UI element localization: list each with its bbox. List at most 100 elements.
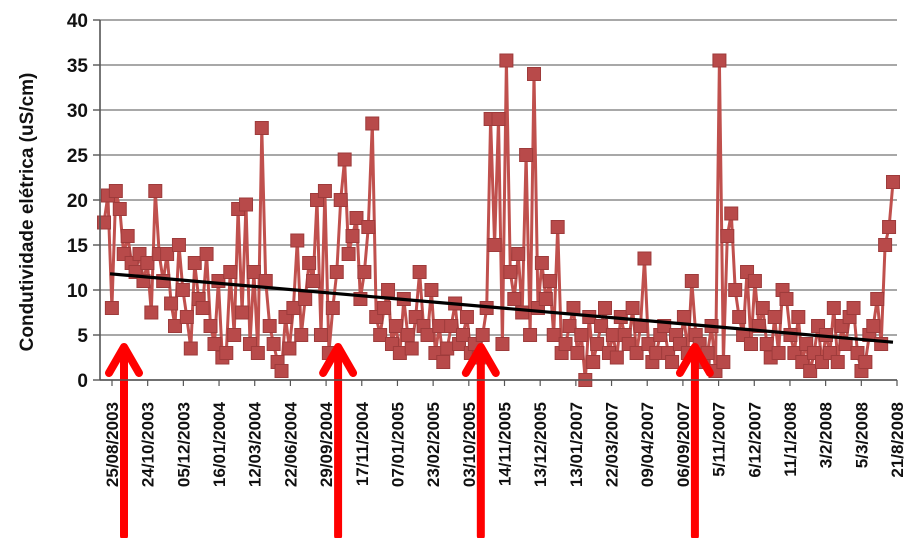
red-arrow-head <box>105 343 143 377</box>
data-point <box>629 346 644 360</box>
data-point <box>511 247 526 261</box>
data-point <box>211 274 226 288</box>
data-point <box>294 328 309 342</box>
red-arrow <box>461 343 500 540</box>
data-point <box>432 319 447 333</box>
data-point <box>720 229 735 243</box>
x-tick-label: 3/2/2008 <box>817 402 836 468</box>
arrow-layer <box>105 343 714 540</box>
trend-layer <box>109 272 894 344</box>
data-point <box>830 355 845 369</box>
data-point <box>239 197 254 212</box>
data-point <box>728 283 743 297</box>
data-point <box>590 337 605 351</box>
data-point <box>846 301 861 315</box>
data-point <box>266 337 281 351</box>
x-tick-label: 14/11/2005 <box>496 402 515 486</box>
data-point <box>254 121 269 135</box>
red-arrow-head <box>319 343 358 377</box>
data-point <box>586 355 601 369</box>
data-point <box>203 319 218 333</box>
data-point <box>574 328 589 342</box>
red-arrow <box>319 343 358 540</box>
x-tick-label: 11/1/2008 <box>781 402 800 477</box>
data-point <box>455 328 470 342</box>
data-point <box>140 256 155 270</box>
red-arrow-head <box>461 343 500 377</box>
data-point <box>104 301 119 315</box>
data-point <box>337 152 352 167</box>
data-point <box>286 301 301 315</box>
data-point <box>440 341 455 356</box>
data-point <box>377 301 392 315</box>
data-point <box>144 305 159 320</box>
data-point <box>534 256 549 270</box>
y-tick-label: 25 <box>67 146 89 167</box>
x-tick-label: 17/11/2004 <box>353 401 372 486</box>
data-point <box>160 247 175 261</box>
y-tick-label: 35 <box>67 56 89 77</box>
data-point <box>381 283 396 297</box>
trend-line <box>109 272 894 344</box>
data-point <box>791 310 806 324</box>
data-point <box>527 67 542 81</box>
data-point <box>195 301 210 315</box>
x-tick-label: 23/02/2005 <box>424 402 443 487</box>
data-point <box>495 337 510 351</box>
data-point <box>755 301 770 315</box>
data-point <box>475 328 490 342</box>
data-point <box>168 319 183 333</box>
data-point <box>329 265 344 279</box>
data-point <box>886 175 900 189</box>
data-point <box>803 364 818 378</box>
data-point <box>183 341 198 356</box>
data-point <box>112 202 127 216</box>
data-point <box>187 256 202 270</box>
x-tick-label: 29/09/2004 <box>317 401 336 487</box>
y-axis-title: Condutividade elétrica (uS/cm) <box>17 73 38 352</box>
data-point <box>365 116 380 131</box>
y-tick-label: 30 <box>67 101 88 122</box>
data-point <box>598 301 613 315</box>
data-point <box>507 292 522 306</box>
data-point <box>313 328 328 342</box>
data-point <box>317 184 332 198</box>
data-point <box>487 238 502 252</box>
data-point <box>503 265 518 279</box>
x-tick-label: 5/3/2008 <box>852 402 871 468</box>
data-point <box>341 247 356 261</box>
data-point <box>747 274 762 288</box>
data-point <box>712 53 727 68</box>
x-tick-label: 16/01/2004 <box>210 401 229 487</box>
data-point <box>306 274 321 288</box>
x-tick-label: 06/09/2007 <box>674 402 693 487</box>
x-tick-label: 13/12/2005 <box>531 402 550 487</box>
data-point <box>400 328 415 342</box>
data-point <box>274 364 289 378</box>
data-point <box>388 319 403 333</box>
data-point <box>866 319 881 333</box>
data-point <box>175 283 190 297</box>
data-point <box>558 337 573 351</box>
data-point <box>858 355 873 369</box>
data-point <box>676 310 691 324</box>
data-point <box>171 238 186 252</box>
data-point <box>250 346 265 360</box>
data-point <box>684 274 699 288</box>
red-arrow <box>105 343 143 540</box>
x-tick-label: 09/04/2007 <box>638 402 657 487</box>
x-tick-label: 05/12/2003 <box>174 402 193 487</box>
data-point <box>179 310 194 324</box>
data-point <box>325 301 340 315</box>
data-point <box>649 346 664 360</box>
data-point <box>625 301 640 315</box>
data-point <box>743 337 758 351</box>
data-point <box>609 350 624 365</box>
data-point <box>724 206 739 221</box>
x-tick-label: 5/11/2007 <box>710 402 729 477</box>
data-point <box>148 184 163 198</box>
data-point <box>420 328 435 342</box>
data-point <box>882 220 897 234</box>
